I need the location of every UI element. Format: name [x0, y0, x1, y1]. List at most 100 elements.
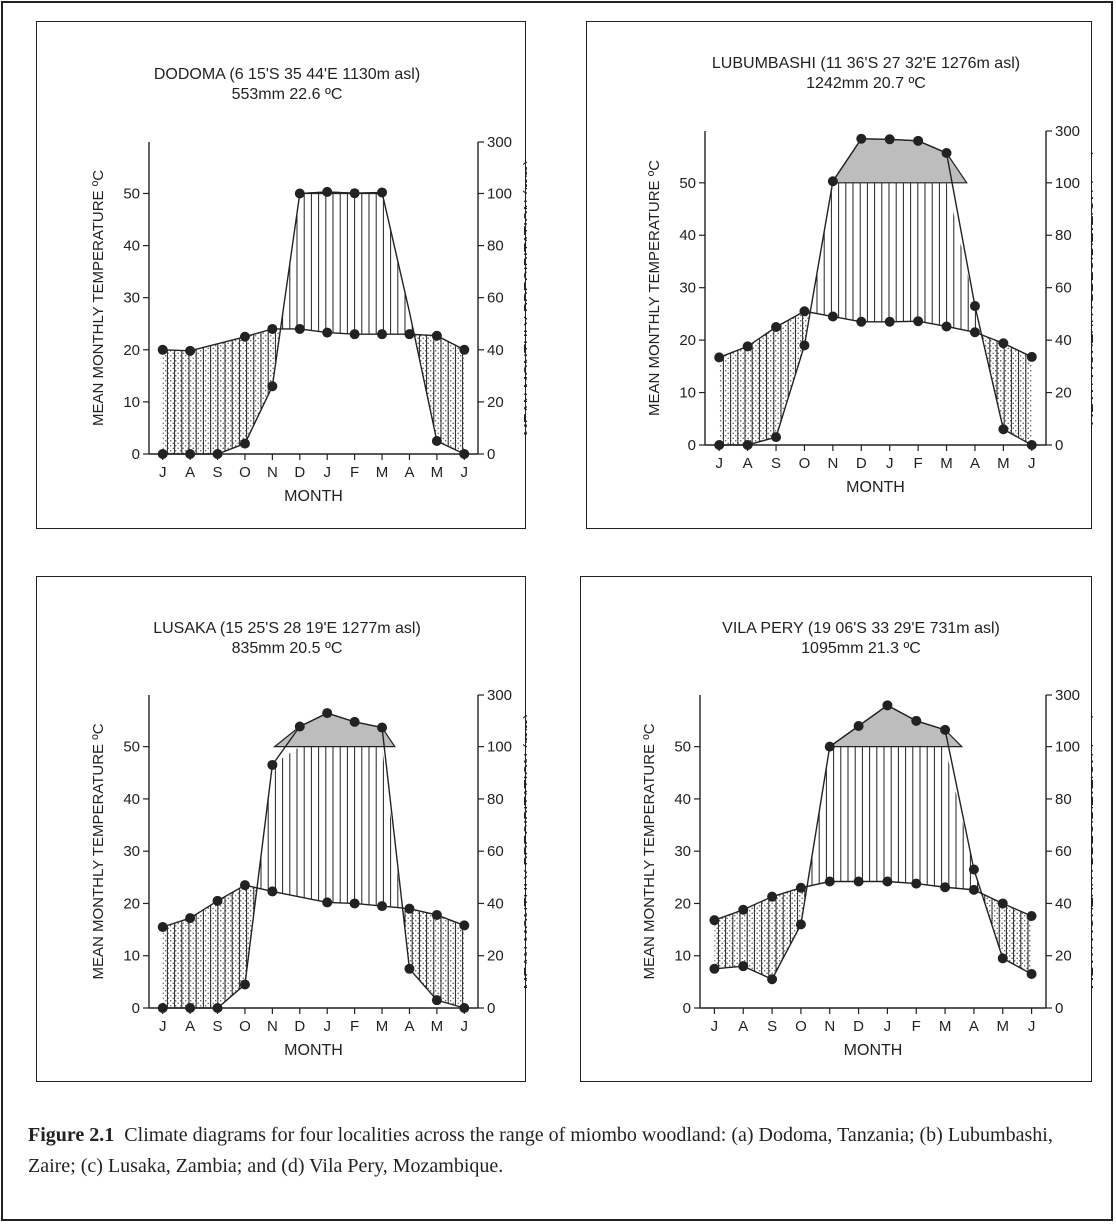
dry-season-area	[436, 335, 465, 454]
temperature-point	[709, 915, 720, 926]
month-label: J	[886, 455, 894, 472]
left-tick-label: 20	[679, 332, 696, 349]
month-label: D	[856, 455, 867, 472]
precipitation-point	[349, 188, 360, 199]
right-tick-label: 60	[1055, 280, 1072, 297]
temperature-point	[185, 913, 196, 924]
chart-title: LUSAKA (15 25'S 28 19'E 1277m asl)	[153, 620, 421, 637]
month-label: J	[461, 464, 469, 481]
humid-season-area	[861, 182, 890, 322]
dry-season-area	[217, 885, 245, 1008]
humid-season-area	[858, 746, 888, 882]
right-tick-label: 40	[487, 895, 504, 912]
figure-caption-text: Climate diagrams for four localities acr…	[28, 1124, 1053, 1177]
temperature-point	[267, 323, 278, 334]
humid-season-area	[832, 182, 862, 322]
x-axis-title: MONTH	[284, 488, 343, 505]
precipitation-point	[827, 176, 838, 187]
temperature-point	[968, 884, 979, 895]
left-tick-label: 40	[679, 227, 696, 244]
right-tick-label: 80	[487, 791, 504, 808]
temperature-point	[969, 327, 980, 338]
chart-svg-a: DODOMA (6 15'S 35 44'E 1130m asl) 553mm 2…	[90, 66, 527, 505]
dry-season-area	[409, 908, 437, 1001]
right-tick-label: 100	[487, 739, 512, 756]
right-tick-label: 80	[1055, 227, 1072, 244]
left-tick-label: 30	[674, 843, 691, 860]
dry-season-area	[719, 346, 748, 445]
x-axis-title: MONTH	[844, 1042, 903, 1059]
humid-season-area	[889, 182, 919, 322]
temperature-point	[404, 329, 415, 340]
month-label: O	[799, 455, 811, 472]
temperature-point	[767, 891, 778, 902]
temperature-line	[714, 880, 1032, 921]
right-tick-label: 0	[1055, 1000, 1063, 1017]
right-tick-label: 300	[1055, 123, 1080, 140]
right-tick-label: 20	[487, 948, 504, 965]
chart-svg-d: VILA PERY (19 06'S 33 29'E 731m asl) 1095…	[641, 620, 1093, 1059]
dry-season-area	[743, 896, 773, 980]
month-label: D	[853, 1018, 864, 1035]
precipitation-point	[431, 995, 442, 1006]
month-label: F	[350, 1018, 359, 1035]
temperature-point	[853, 876, 864, 887]
chart-panel-a: DODOMA (6 15'S 35 44'E 1130m asl) 553mm 2…	[36, 21, 527, 529]
temperature-point	[157, 344, 168, 355]
dry-season-area	[162, 349, 191, 454]
left-tick-label: 40	[674, 791, 691, 808]
temperature-point	[294, 323, 305, 334]
precipitation-point	[853, 720, 864, 731]
left-tick-label: 40	[123, 791, 140, 808]
humid-season-area	[327, 193, 355, 335]
chart-panel-b: LUBUMBASHI (11 36'S 27 32'E 1276m asl) 12…	[586, 21, 1093, 529]
chart-subtitle: 1095mm 21.3 ºC	[801, 640, 921, 657]
precipitation-point	[322, 186, 333, 197]
precipitation-point	[911, 715, 922, 726]
right-tick-label: 20	[1055, 385, 1072, 402]
chart-title: LUBUMBASHI (11 36'S 27 32'E 1276m asl)	[712, 55, 1020, 72]
left-tick-label: 50	[674, 739, 691, 756]
left-tick-label: 20	[674, 895, 691, 912]
dry-season-area	[1003, 343, 1032, 445]
precipitation-point	[294, 188, 305, 199]
humid-season-area	[272, 746, 300, 897]
month-label: S	[213, 464, 223, 481]
month-label: M	[376, 464, 389, 481]
temperature-point	[157, 921, 168, 932]
month-label: A	[404, 464, 414, 481]
dry-season-area	[714, 909, 744, 969]
humid-season-area	[299, 746, 328, 903]
precipitation-point	[239, 438, 250, 449]
temperature-point	[377, 901, 388, 912]
chart-title: VILA PERY (19 06'S 33 29'E 731m asl)	[722, 620, 1000, 637]
month-label: J	[159, 464, 167, 481]
month-label: A	[185, 1018, 195, 1035]
left-tick-label: 40	[123, 238, 140, 255]
left-tick-label: 20	[123, 342, 140, 359]
x-axis-title: MONTH	[846, 479, 905, 496]
month-label: J	[461, 1018, 469, 1035]
right-axis-title: MEAN MONTHLY PRECIPITATION (mm)	[521, 160, 527, 436]
month-label: A	[969, 1018, 979, 1035]
month-label: N	[824, 1018, 835, 1035]
month-label: O	[795, 1018, 807, 1035]
humid-season-area	[354, 746, 383, 907]
chart-panel-d: VILA PERY (19 06'S 33 29'E 731m asl) 1095…	[580, 576, 1093, 1082]
temperature-point	[882, 876, 893, 887]
right-tick-label: 0	[487, 446, 495, 463]
precipitation-line	[714, 704, 1032, 981]
temperature-point	[997, 898, 1008, 909]
month-label: J	[1028, 1018, 1036, 1035]
precipitation-point	[1026, 969, 1037, 980]
precipitation-point	[941, 148, 952, 159]
temperature-point	[431, 330, 442, 341]
left-tick-label: 20	[123, 895, 140, 912]
month-label: D	[294, 464, 305, 481]
left-tick-label: 10	[679, 385, 696, 402]
right-tick-label: 100	[487, 185, 512, 202]
temperature-point	[824, 876, 835, 887]
x-axis-title: MONTH	[284, 1042, 343, 1059]
precipitation-point	[239, 979, 250, 990]
month-label: J	[323, 464, 331, 481]
